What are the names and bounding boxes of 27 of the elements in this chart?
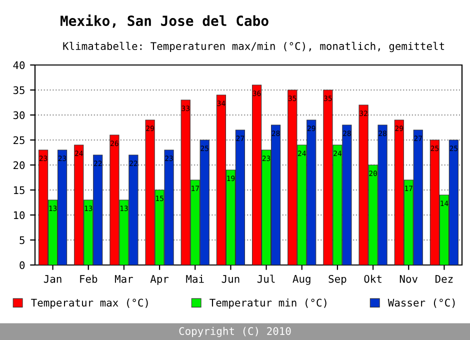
x-tick-label: Jun xyxy=(222,275,240,283)
y-tick-label: 5 xyxy=(20,236,24,244)
x-tick-label: Nov xyxy=(400,275,418,283)
legend-label: Wasser (°C) xyxy=(388,298,455,308)
chart-title: Mexiko, San Jose del Cabo xyxy=(60,14,268,28)
text: Copyright (C) 2010 xyxy=(179,326,291,338)
y-tick-label: 15 xyxy=(14,186,24,194)
x-tick-label: Aug xyxy=(292,275,310,285)
x-tick-label: Sep xyxy=(328,274,346,285)
legend-label: Temperatur min (°C) xyxy=(210,298,326,309)
legend-label: Temperatur max (°C) xyxy=(31,298,148,309)
x-tick-label: Mar xyxy=(114,275,133,283)
chart-subtitle: Klimatabelle: Temperaturen max/min (°C), monatlich, gemittelt xyxy=(63,42,444,52)
x-tick-label: Okt xyxy=(364,274,382,283)
y-tick-label: 25 xyxy=(14,136,24,144)
y-tick-label: 35 xyxy=(13,86,24,94)
y-tick-label: 40 xyxy=(13,61,25,70)
x-tick-label: Apr xyxy=(150,275,169,285)
y-tick-label: 10 xyxy=(14,211,25,220)
x-tick-label: Dez xyxy=(436,275,453,283)
x-tick-label: Feb xyxy=(80,274,98,283)
y-tick-label: 20 xyxy=(14,161,25,170)
y-tick-label: 0 xyxy=(20,261,25,270)
y-tick-label: 30 xyxy=(13,111,25,120)
x-tick-label: Jan xyxy=(44,275,62,283)
x-tick-label: Jul xyxy=(257,274,275,283)
x-tick-label: Mai xyxy=(186,274,204,283)
